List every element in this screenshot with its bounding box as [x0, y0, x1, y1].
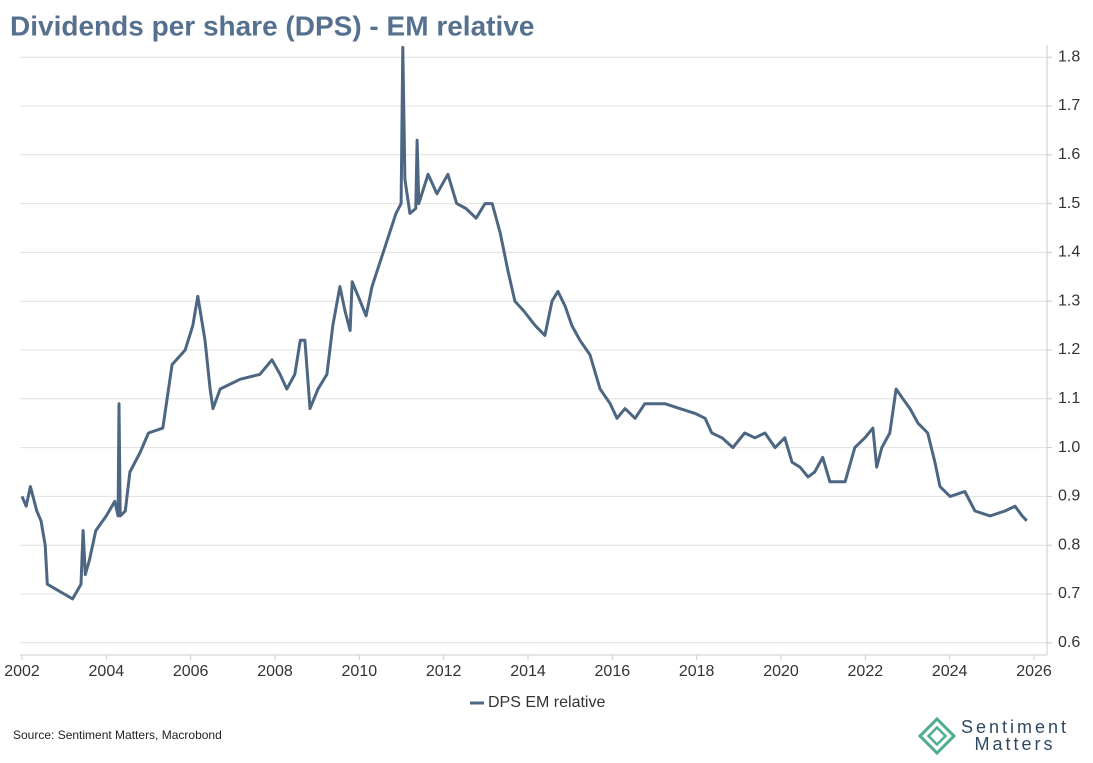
logo-text: Matters — [974, 734, 1055, 754]
logo-text: Sentiment — [961, 717, 1069, 737]
source: Source: Sentiment Matters, Macrobond — [13, 728, 222, 742]
x-tick-label: 2016 — [595, 663, 631, 680]
data-line — [20, 45, 1028, 601]
x-tick-label: 2022 — [848, 663, 884, 680]
y-tick-label: 0.9 — [1058, 488, 1080, 505]
y-tick-label: 1.5 — [1058, 195, 1080, 212]
x-tick-label: 2020 — [763, 663, 799, 680]
x-tick-label: 2010 — [342, 663, 378, 680]
y-tick-label: 1.7 — [1058, 97, 1080, 114]
x-tick-label: 2012 — [426, 663, 462, 680]
x-tick-label: 2024 — [932, 663, 968, 680]
y-tick-label: 0.8 — [1058, 536, 1080, 553]
x-tick-label: 2002 — [4, 663, 40, 680]
x-tick-label: 2018 — [679, 663, 715, 680]
logo-icon — [917, 716, 957, 756]
legend-label: DPS EM relative — [488, 694, 605, 711]
x-tick-label: 2026 — [1016, 663, 1052, 680]
y-tick-label: 0.7 — [1058, 585, 1080, 602]
x-tick-label: 2006 — [173, 663, 209, 680]
y-tick-label: 1.1 — [1058, 390, 1080, 407]
y-tick-label: 1.4 — [1058, 244, 1080, 261]
x-tick-label: 2008 — [257, 663, 293, 680]
y-tick-label: 1.6 — [1058, 146, 1080, 163]
y-tick-label: 1.0 — [1058, 439, 1080, 456]
y-tick-label: 1.3 — [1058, 292, 1080, 309]
y-tick-label: 0.6 — [1058, 634, 1080, 651]
chart-title: Dividends per share (DPS) - EM relative — [10, 10, 534, 41]
y-tick-label: 1.2 — [1058, 341, 1080, 358]
x-tick-label: 2004 — [89, 663, 125, 680]
x-tick-label: 2014 — [510, 663, 546, 680]
y-tick-label: 1.8 — [1058, 48, 1080, 65]
